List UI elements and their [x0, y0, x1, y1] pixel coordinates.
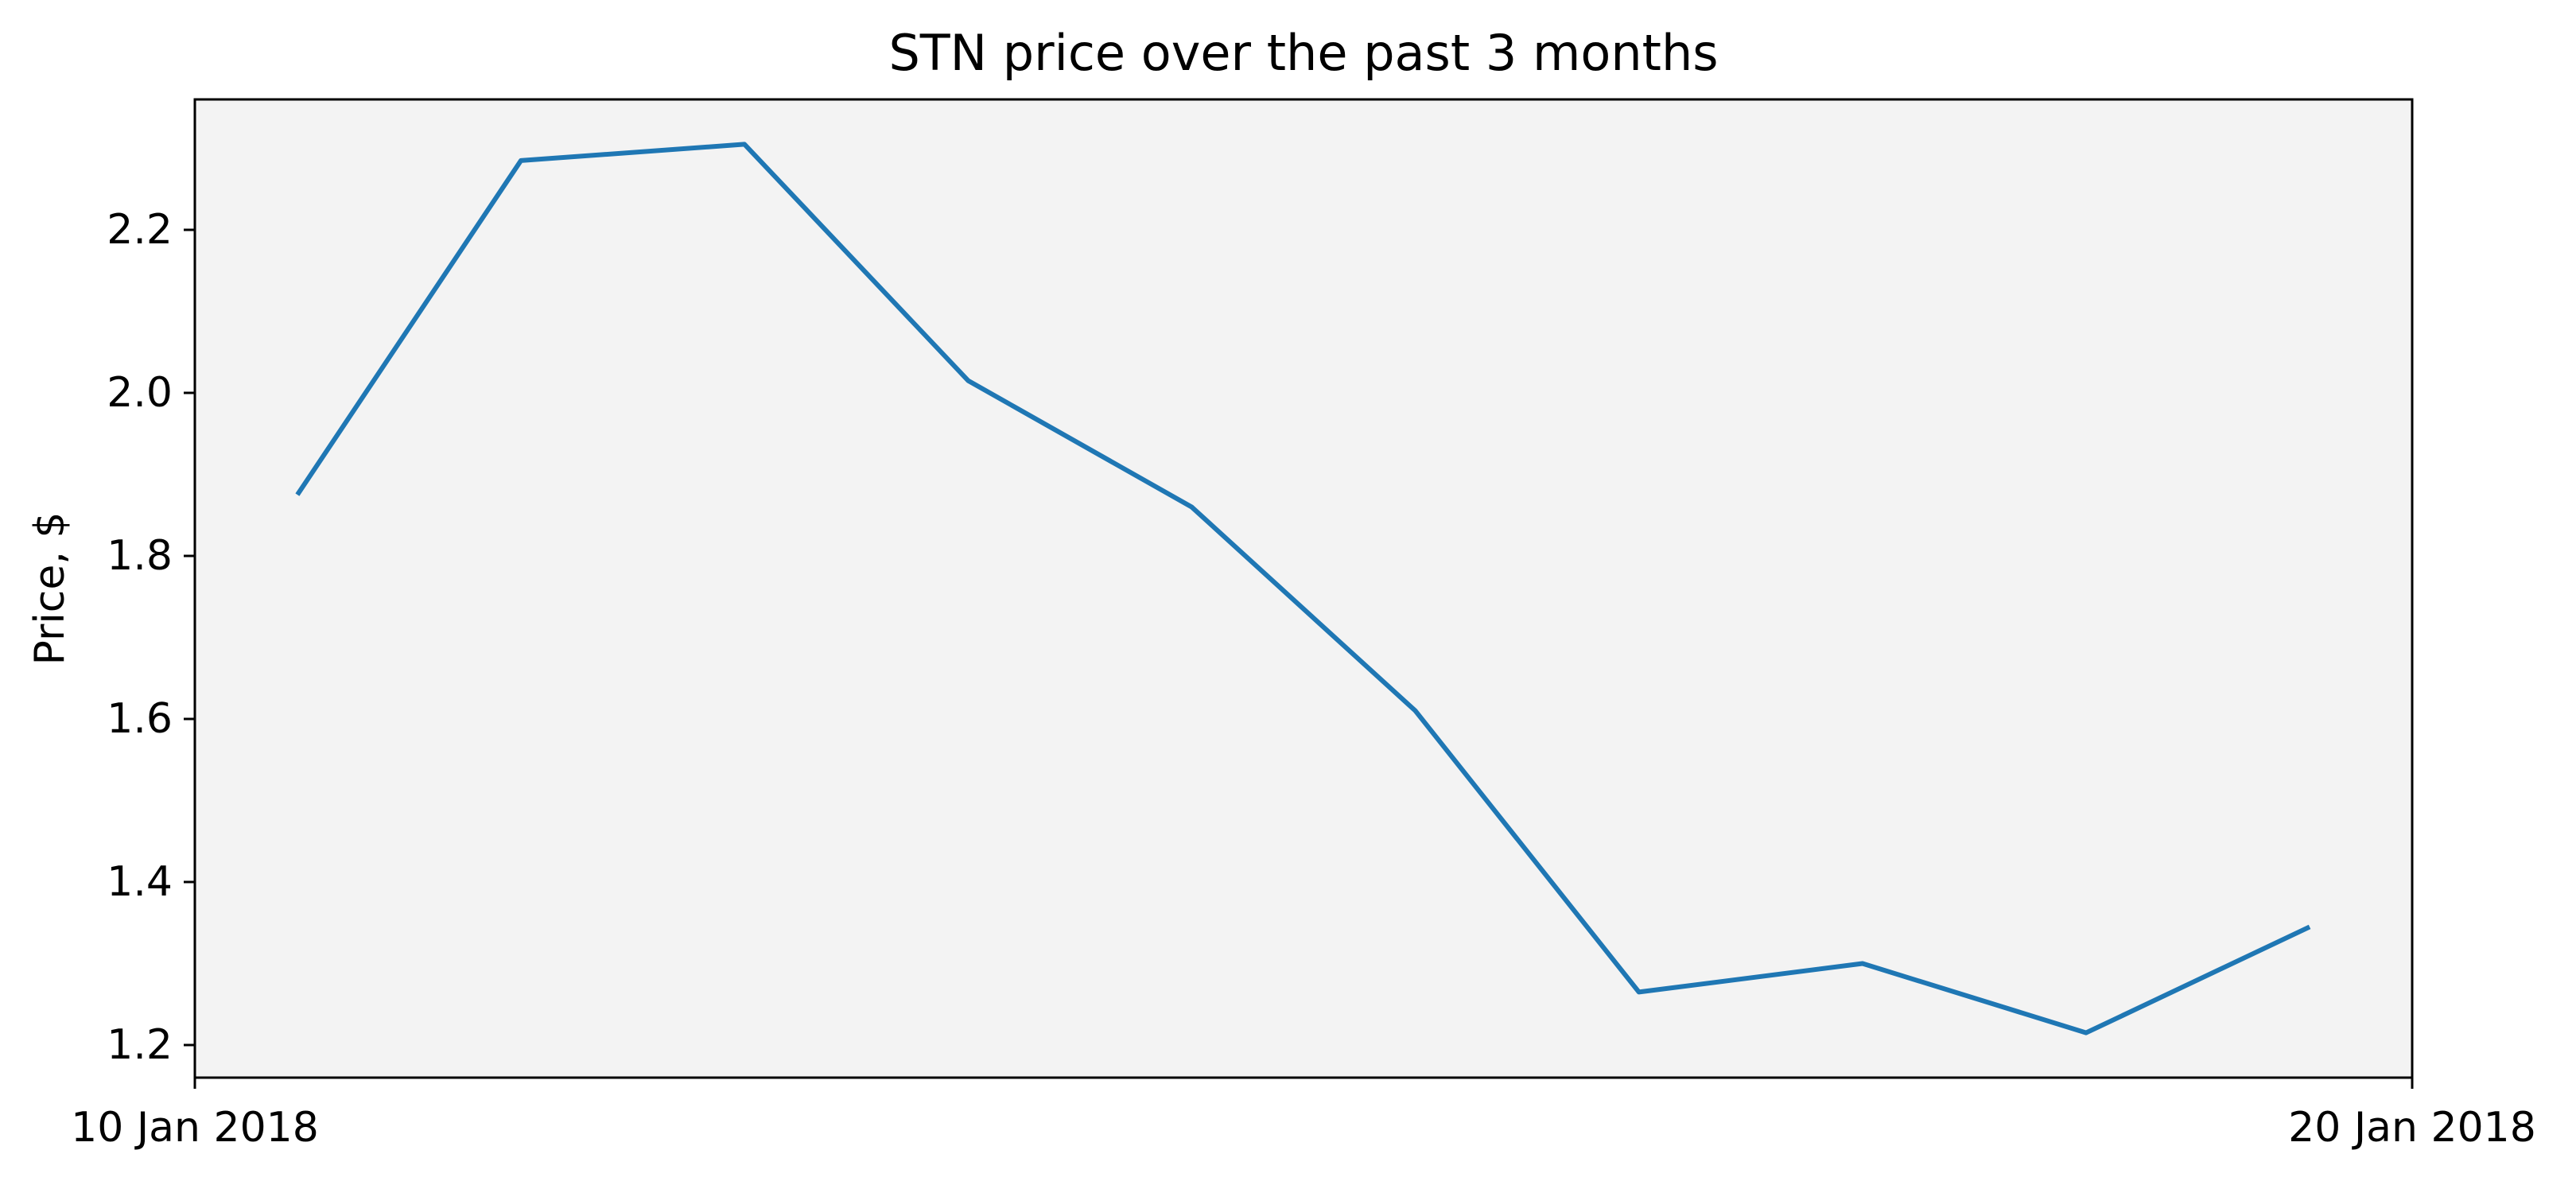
y-axis-label: Price, $ [26, 512, 74, 666]
x-tick-label: 20 Jan 2018 [2288, 1104, 2536, 1152]
y-tick-label: 1.2 [107, 1021, 173, 1069]
plot-frame [193, 98, 2414, 1079]
y-tick-label: 1.8 [107, 532, 173, 580]
x-axis-ticks: 10 Jan 2018 20 Jan 2018 [71, 1078, 2536, 1152]
chart-title: STN price over the past 3 months [888, 24, 1718, 82]
price-series-line [295, 142, 2311, 1035]
y-tick-label: 1.4 [107, 858, 173, 906]
y-axis-ticks: 1.2 1.4 1.6 1.8 2.0 2.2 [107, 206, 195, 1069]
y-tick-label: 2.0 [107, 369, 173, 417]
y-tick-label: 2.2 [107, 206, 173, 254]
y-tick-label: 1.6 [107, 695, 173, 743]
plot-area [195, 99, 2412, 1078]
x-tick-label: 10 Jan 2018 [71, 1104, 319, 1152]
